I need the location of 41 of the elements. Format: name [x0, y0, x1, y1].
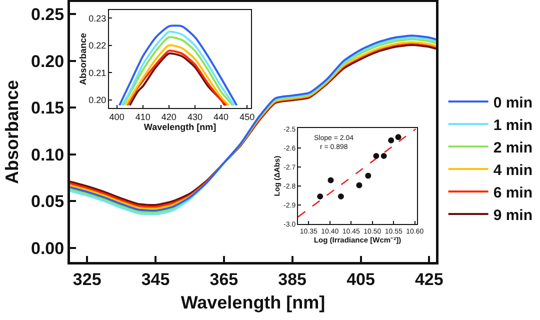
x-tick-label: 345 [141, 270, 170, 289]
x-tick-label: 450 [240, 112, 255, 122]
y-tick-label: 0.05 [31, 192, 64, 212]
y-axis-title: Absorbance [2, 80, 22, 184]
legend-label: 2 min [493, 139, 533, 156]
legend-label: 6 min [493, 184, 533, 202]
y-tick-label: 0.20 [88, 94, 106, 105]
x-tick-label: 400 [109, 112, 124, 122]
point [395, 134, 402, 140]
y-tick-label: 0.25 [31, 5, 64, 24]
point [356, 182, 362, 188]
point [365, 172, 372, 179]
y-tick-label: 0.00 [31, 238, 64, 258]
legend-label: 0 min [493, 94, 533, 112]
y-tick-label: 0.23 [88, 13, 106, 24]
point [317, 193, 324, 200]
x-axis-title: Wavelength [nm] [180, 292, 326, 312]
x-tick-label: 430 [187, 112, 202, 122]
y-tick-label: 0.21 [88, 68, 106, 78]
legend-label: 9 min [493, 206, 533, 224]
x-tick-label: 410 [135, 112, 150, 122]
x-tick-label: 440 [214, 112, 229, 122]
x-tick-label: 325 [72, 270, 102, 289]
x-tick-label: 425 [414, 270, 444, 289]
point [373, 152, 380, 159]
x-tick-label: 405 [346, 270, 375, 289]
legend-label: 4 min [493, 162, 533, 179]
y-tick-label: 0.10 [31, 145, 64, 164]
point [380, 152, 387, 159]
legend-label: 1 min [493, 116, 533, 134]
point [388, 137, 394, 144]
point [338, 193, 344, 200]
y-tick-label: 0.15 [31, 98, 64, 118]
x-axis-title: Wavelength [nm] [144, 122, 216, 132]
point [328, 177, 334, 184]
x-tick-label: 365 [210, 270, 238, 289]
y-tick-label: 0.20 [31, 52, 64, 71]
x-tick-label: 385 [278, 270, 307, 289]
y-axis-title: Absorbance [78, 32, 88, 86]
y-tick-label: 0.22 [88, 40, 106, 51]
x-tick-label: 420 [161, 112, 176, 122]
